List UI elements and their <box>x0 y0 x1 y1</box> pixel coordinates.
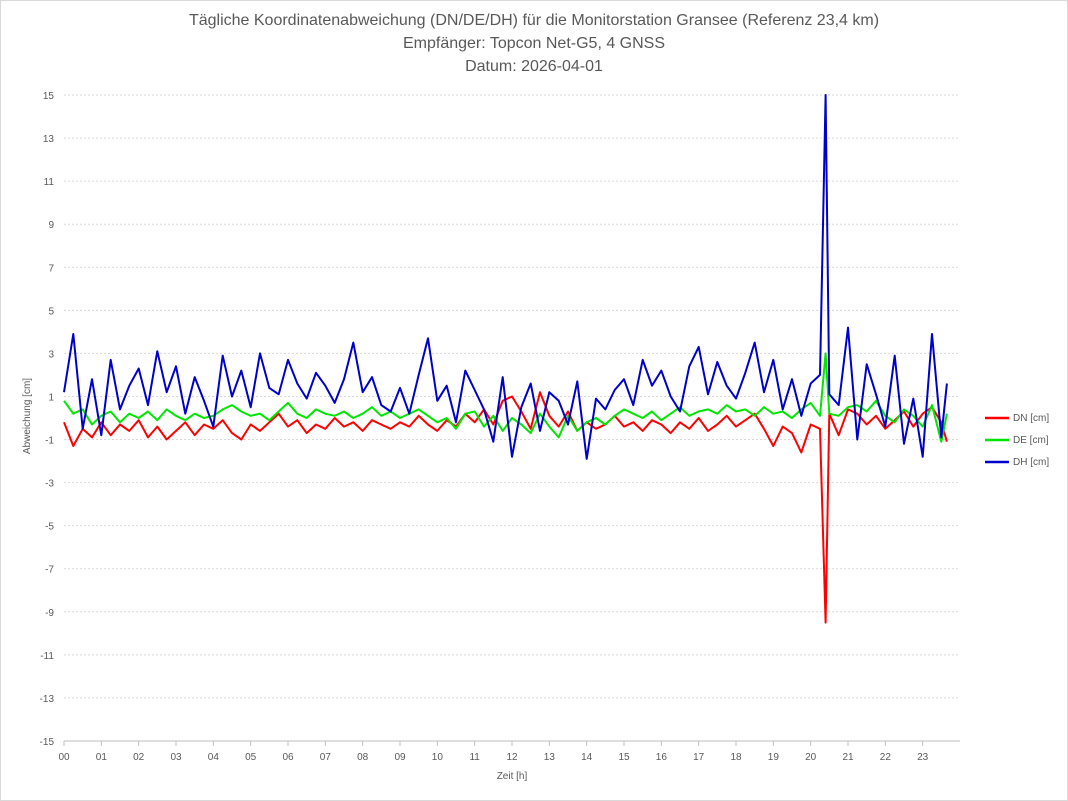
chart-title: Tägliche Koordinatenabweichung (DN/DE/DH… <box>188 12 880 29</box>
x-tick-label: 16 <box>656 752 668 763</box>
x-axis-title: Zeit [h] <box>497 771 528 782</box>
y-tick-label: -5 <box>45 522 54 533</box>
y-tick-label: 11 <box>44 177 55 188</box>
x-tick-label: 10 <box>432 752 444 763</box>
legend: DN [cm] DE [cm] DH [cm] <box>985 413 1049 468</box>
x-tick-label: 01 <box>96 752 108 763</box>
y-tick-label: -3 <box>45 479 54 490</box>
y-tick-label: -1 <box>45 436 54 447</box>
x-tick-label: 05 <box>245 752 257 763</box>
x-tick-label: 08 <box>357 752 369 763</box>
y-tick-label: -15 <box>40 737 55 748</box>
y-axis-title: Abweichung [cm] <box>22 378 33 454</box>
x-tick-label: 20 <box>805 752 817 763</box>
x-tick-label: 07 <box>320 752 332 763</box>
series-line-2 <box>63 94 948 460</box>
y-tick-label: -7 <box>45 565 54 576</box>
y-tick-label: 15 <box>43 91 55 102</box>
x-tick-label: 11 <box>469 752 480 763</box>
y-tick-label: -11 <box>40 651 54 662</box>
y-tick-label: -9 <box>45 608 54 619</box>
x-tick-label: 23 <box>917 752 929 763</box>
x-tick-label: 09 <box>394 752 406 763</box>
x-tick-label: 03 <box>170 752 182 763</box>
series-line-0 <box>63 391 948 624</box>
x-tick-label: 13 <box>544 752 556 763</box>
legend-label: DH [cm] <box>1013 457 1049 468</box>
x-tick-label: 02 <box>133 752 145 763</box>
x-tick-label: 19 <box>768 752 780 763</box>
x-tick-label: 04 <box>208 752 220 763</box>
y-tick-label: 7 <box>48 263 54 274</box>
x-tick-label: 06 <box>282 752 294 763</box>
x-tick-label: 12 <box>506 752 518 763</box>
series-lines <box>63 94 948 624</box>
y-tick-label: 5 <box>48 306 54 317</box>
x-tick-label: 14 <box>581 752 593 763</box>
series-line-1 <box>63 352 948 443</box>
legend-label: DN [cm] <box>1013 413 1049 424</box>
y-axis-ticks: 15 13 11 9 7 5 3 1 -1 -3 -5 -7 -9 -11 -13 -15 <box>40 91 55 748</box>
x-axis-ticks: 00 01 02 03 04 05 06 07 08 09 10 11 12 13 14 15 16 17 18 19… <box>58 740 960 763</box>
x-tick-label: 22 <box>880 752 892 763</box>
y-tick-label: 3 <box>48 349 54 360</box>
chart-date: Datum: 2026-04-01 <box>465 58 603 75</box>
x-tick-label: 15 <box>618 752 630 763</box>
y-tick-label: -13 <box>40 694 55 705</box>
y-tick-label: 13 <box>43 134 55 145</box>
chart-subtitle: Empfänger: Topcon Net-G5, 4 GNSS <box>402 35 666 52</box>
x-tick-label: 17 <box>693 752 705 763</box>
x-tick-label: 00 <box>58 752 70 763</box>
legend-label: DE [cm] <box>1013 435 1049 446</box>
x-tick-label: 21 <box>842 752 854 763</box>
x-tick-label: 18 <box>730 752 742 763</box>
y-tick-label: 1 <box>48 392 54 403</box>
y-tick-label: 9 <box>48 220 54 231</box>
